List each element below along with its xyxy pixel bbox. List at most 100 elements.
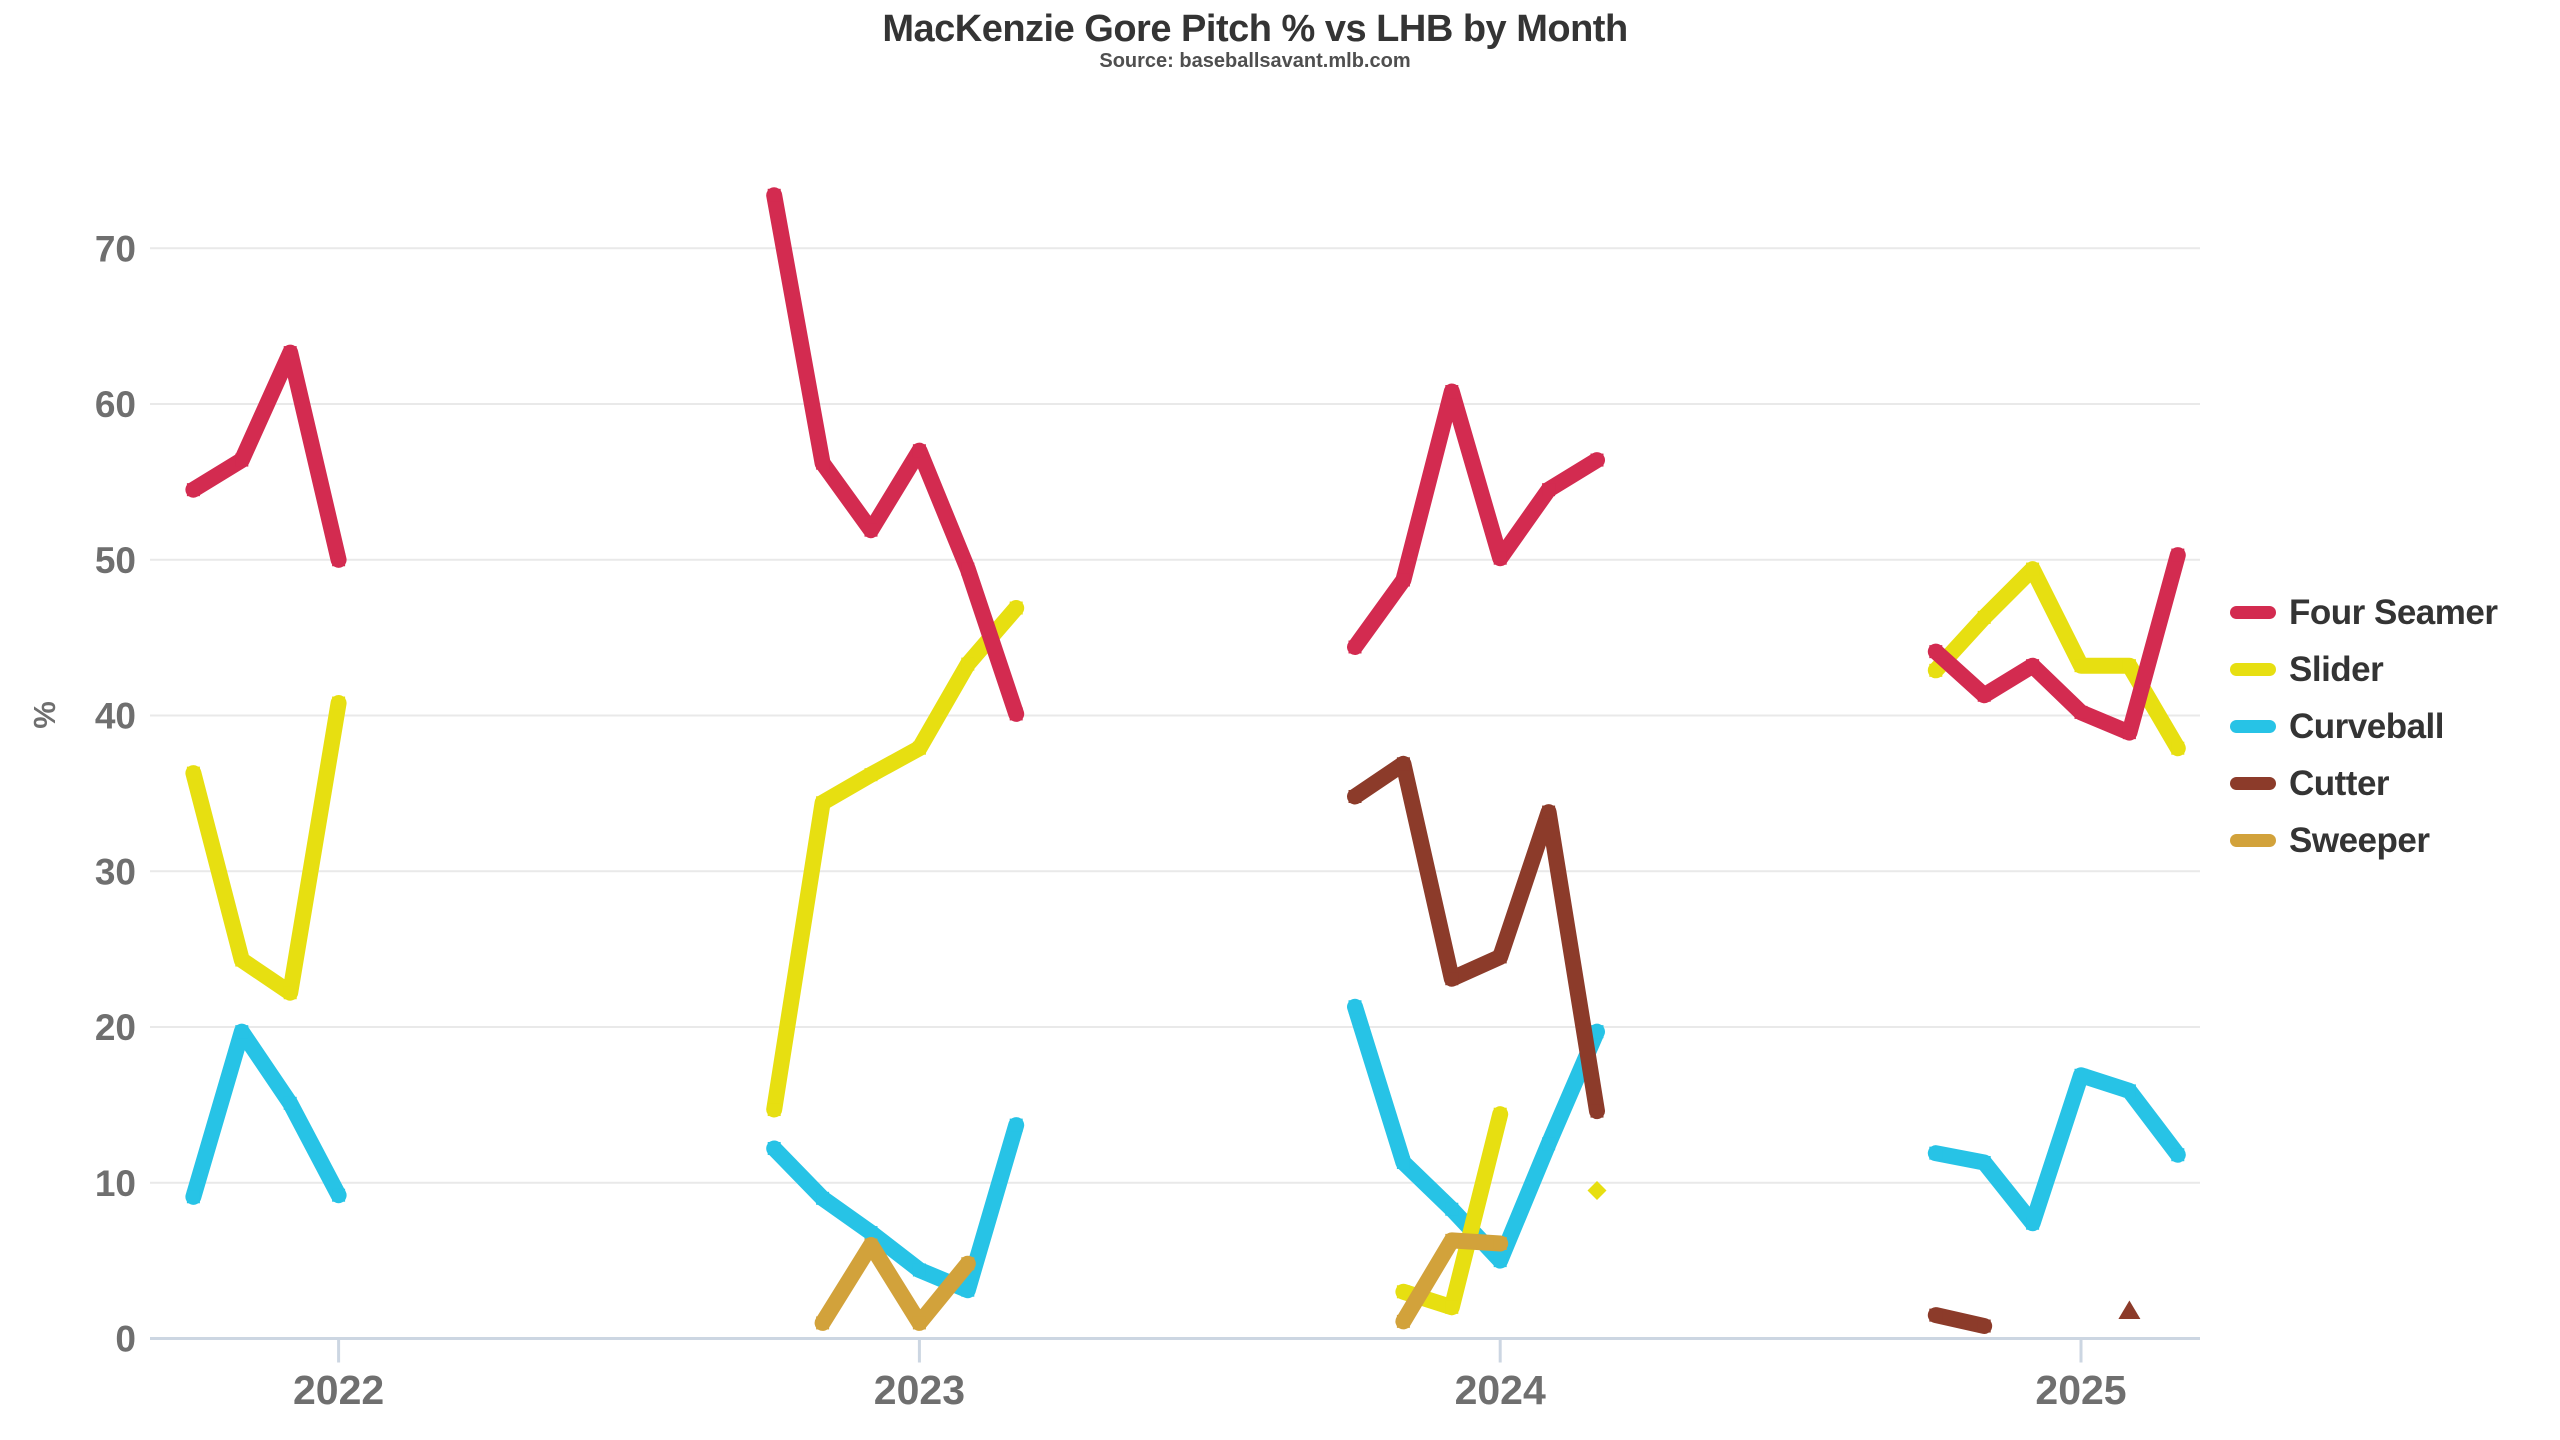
series-line-four-seamer bbox=[185, 344, 347, 568]
data-point-marker bbox=[1977, 688, 1991, 702]
four-seamer-swatch-icon bbox=[2230, 606, 2276, 619]
data-point-marker bbox=[332, 553, 346, 567]
data-point-marker bbox=[1445, 1300, 1459, 1314]
data-point-marker bbox=[1445, 385, 1459, 399]
data-point-marker bbox=[1348, 789, 1362, 803]
data-point-marker bbox=[961, 1283, 975, 1297]
data-point-marker bbox=[816, 1191, 830, 1205]
legend-item-four-seamer: Four Seamer bbox=[2230, 584, 2498, 641]
data-point-marker bbox=[1977, 1319, 1991, 1333]
data-point-marker bbox=[1929, 1308, 1943, 1322]
series-curveball bbox=[185, 998, 2186, 1299]
legend-item-sweeper: Sweeper bbox=[2230, 812, 2497, 869]
data-point-marker bbox=[864, 1226, 878, 1240]
series-line-cutter bbox=[1927, 1307, 1993, 1334]
data-point-marker bbox=[816, 796, 830, 810]
data-point-marker bbox=[1493, 1107, 1507, 1121]
y-tick-label: 20 bbox=[95, 1007, 136, 1048]
data-point-marker bbox=[1977, 610, 1991, 624]
data-point-marker bbox=[283, 986, 297, 1000]
data-point-marker bbox=[961, 657, 975, 671]
legend-label: Curveball bbox=[2289, 706, 2445, 746]
y-tick-label: 40 bbox=[95, 696, 136, 737]
data-point-marker bbox=[1493, 950, 1507, 964]
y-tick-label: 50 bbox=[95, 540, 136, 581]
data-point-marker bbox=[283, 346, 297, 360]
legend-label: Four Seamer bbox=[2289, 592, 2498, 632]
sweeper-swatch-icon bbox=[2230, 834, 2276, 847]
series-four-seamer bbox=[185, 187, 2186, 741]
data-point-marker bbox=[864, 523, 878, 537]
series-line-slider bbox=[185, 695, 347, 1001]
data-point-marker bbox=[912, 444, 926, 458]
data-point-marker bbox=[767, 1103, 781, 1117]
cutter-swatch-icon bbox=[2230, 777, 2276, 790]
data-point-marker bbox=[1493, 1236, 1507, 1250]
data-point-marker bbox=[1445, 1202, 1459, 1216]
series-line-curveball bbox=[185, 1023, 347, 1205]
y-tick-label: 60 bbox=[95, 384, 136, 425]
series-line-four-seamer bbox=[1347, 383, 1605, 655]
data-point-marker bbox=[1590, 1104, 1604, 1118]
series-line-four-seamer bbox=[1927, 547, 2186, 741]
data-point-marker bbox=[1493, 1254, 1507, 1268]
data-point-marker bbox=[1396, 1314, 1410, 1328]
data-point-marker bbox=[2171, 548, 2185, 562]
x-tick-label: 2024 bbox=[1455, 1367, 1546, 1413]
series-line-slider bbox=[766, 600, 1025, 1118]
data-point-marker bbox=[2171, 741, 2185, 755]
series-line-curveball bbox=[1927, 1067, 2186, 1232]
data-point-marker bbox=[186, 1190, 200, 1204]
data-point-marker bbox=[2026, 659, 2040, 673]
data-point-marker bbox=[1396, 573, 1410, 587]
data-point-marker bbox=[1542, 483, 1556, 497]
data-point-marker bbox=[332, 696, 346, 710]
data-point-marker bbox=[1396, 1285, 1410, 1299]
data-point-marker bbox=[235, 453, 249, 467]
data-point-marker bbox=[2026, 1216, 2040, 1230]
slider-swatch-icon bbox=[2230, 663, 2276, 676]
legend-label: Cutter bbox=[2289, 763, 2390, 803]
y-axis-label: % bbox=[27, 701, 62, 729]
data-point-marker bbox=[1590, 1025, 1604, 1039]
isolated-point-diamond-icon bbox=[1587, 1181, 1607, 1201]
data-point-marker bbox=[816, 456, 830, 470]
series-line-curveball bbox=[766, 1117, 1025, 1299]
y-tick-label: 70 bbox=[95, 228, 136, 269]
data-point-marker bbox=[235, 953, 249, 967]
data-point-marker bbox=[864, 768, 878, 782]
isolated-point-triangle-icon bbox=[2118, 1300, 2141, 1319]
data-point-marker bbox=[912, 1263, 926, 1277]
data-point-marker bbox=[1445, 972, 1459, 986]
series-slider bbox=[185, 561, 2186, 1316]
data-point-marker bbox=[1445, 1233, 1459, 1247]
data-point-marker bbox=[186, 766, 200, 780]
data-point-marker bbox=[1929, 1146, 1943, 1160]
data-point-marker bbox=[186, 483, 200, 497]
y-tick-label: 30 bbox=[95, 851, 136, 892]
data-point-marker bbox=[332, 1188, 346, 1202]
data-point-marker bbox=[1396, 757, 1410, 771]
data-point-marker bbox=[2122, 1084, 2136, 1098]
legend: Four Seamer Slider Curveball Cutter Swee… bbox=[2230, 584, 2498, 869]
data-point-marker bbox=[2074, 1068, 2088, 1082]
data-point-marker bbox=[2122, 726, 2136, 740]
data-point-marker bbox=[961, 1257, 975, 1271]
x-tick-label: 2022 bbox=[293, 1367, 384, 1413]
curveball-swatch-icon bbox=[2230, 720, 2276, 733]
data-point-marker bbox=[1542, 1137, 1556, 1151]
data-point-marker bbox=[2171, 1148, 2185, 1162]
data-point-marker bbox=[283, 1096, 297, 1110]
y-tick-label: 10 bbox=[95, 1163, 136, 1204]
series-cutter bbox=[1347, 755, 2141, 1334]
legend-item-slider: Slider bbox=[2230, 641, 2497, 698]
data-point-marker bbox=[767, 1141, 781, 1155]
data-point-marker bbox=[1009, 707, 1023, 721]
chart-title: MacKenzie Gore Pitch % vs LHB by Month bbox=[882, 8, 1628, 50]
data-point-marker bbox=[1590, 453, 1604, 467]
data-point-marker bbox=[1493, 551, 1507, 565]
legend-label: Slider bbox=[2289, 649, 2384, 689]
data-point-marker bbox=[912, 741, 926, 755]
data-point-marker bbox=[1977, 1156, 1991, 1170]
